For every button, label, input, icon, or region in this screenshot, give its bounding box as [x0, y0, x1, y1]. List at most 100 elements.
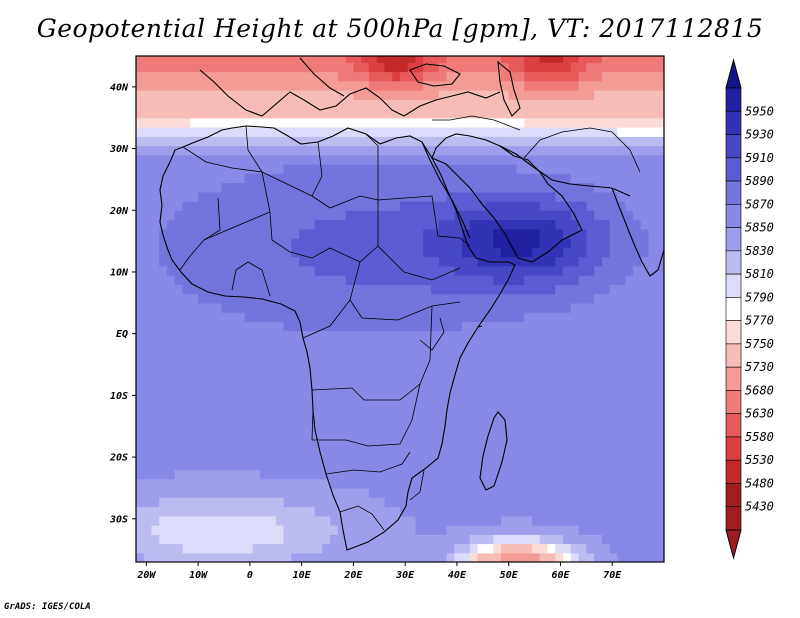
field-cell	[337, 219, 347, 230]
field-cell	[314, 515, 323, 526]
field-cell	[469, 488, 479, 498]
field-cell	[198, 423, 207, 434]
field-cell	[625, 154, 634, 165]
field-cell	[252, 469, 261, 480]
field-cell	[431, 488, 440, 498]
field-cell	[539, 89, 549, 100]
field-cell	[524, 108, 533, 119]
field-cell	[462, 506, 471, 517]
field-cell	[477, 127, 486, 137]
field-cell	[368, 441, 378, 452]
field-cell	[167, 71, 176, 82]
field-cell	[570, 423, 580, 434]
field-cell	[345, 506, 354, 517]
field-cell	[563, 321, 572, 332]
field-cell	[648, 358, 657, 369]
field-cell	[345, 330, 354, 341]
field-cell	[563, 515, 572, 526]
field-cell	[368, 201, 378, 211]
field-cell	[438, 99, 448, 110]
field-cell	[275, 201, 285, 211]
field-cell	[392, 145, 401, 156]
field-cell	[376, 247, 386, 258]
field-cell	[485, 423, 494, 434]
field-cell	[617, 404, 626, 415]
field-cell	[532, 460, 541, 471]
field-cell	[632, 71, 642, 82]
field-cell	[167, 275, 176, 285]
country-borders	[179, 115, 641, 531]
field-cell	[236, 349, 246, 359]
colorbar-label: 5930	[745, 128, 774, 142]
field-cell	[648, 413, 657, 424]
field-cell	[532, 191, 541, 202]
field-cell	[345, 349, 354, 359]
field-cell	[174, 339, 184, 350]
field-cell	[407, 506, 417, 517]
field-cell	[570, 552, 580, 562]
field-cell	[361, 164, 370, 174]
field-cell	[617, 228, 626, 239]
field-cell	[392, 219, 401, 230]
field-cell	[516, 469, 525, 480]
field-cell	[384, 182, 393, 193]
field-cell	[640, 349, 650, 359]
field-cell	[392, 460, 401, 471]
field-cell	[578, 469, 587, 480]
field-cell	[415, 71, 424, 82]
field-cell	[353, 423, 362, 434]
field-cell	[400, 395, 409, 406]
field-cell	[143, 62, 153, 73]
field-cell	[167, 441, 176, 452]
field-cell	[353, 460, 362, 471]
field-cell	[423, 413, 432, 424]
field-cell	[143, 386, 153, 396]
field-cell	[291, 488, 300, 498]
field-cell	[609, 56, 618, 63]
field-cell	[617, 284, 626, 295]
field-cell	[547, 339, 556, 350]
field-cell	[260, 404, 269, 415]
field-cell	[400, 191, 409, 202]
field-cell	[244, 552, 254, 562]
field-cell	[617, 293, 626, 304]
field-cell	[384, 71, 393, 82]
field-cell	[656, 358, 664, 369]
field-cell	[376, 219, 386, 230]
field-cell	[578, 488, 587, 498]
field-cell	[182, 173, 191, 184]
field-cell	[361, 191, 370, 202]
field-cell	[353, 349, 362, 359]
field-cell	[462, 423, 471, 434]
field-cell	[431, 413, 440, 424]
field-cell	[555, 321, 564, 332]
field-cell	[167, 321, 176, 332]
field-cell	[625, 56, 634, 63]
field-cell	[299, 256, 308, 267]
field-cell	[268, 275, 277, 285]
field-cell	[500, 302, 510, 313]
field-cell	[291, 339, 300, 350]
field-cell	[368, 191, 378, 202]
field-cell	[260, 191, 269, 202]
field-cell	[182, 386, 191, 396]
field-cell	[260, 460, 269, 471]
field-cell	[431, 275, 440, 285]
field-cell	[283, 525, 292, 535]
field-cell	[221, 238, 230, 248]
field-cell	[368, 404, 378, 415]
field-cell	[392, 56, 401, 63]
field-cell	[236, 247, 246, 258]
field-cell	[407, 210, 417, 221]
y-tick-label: 20S	[109, 453, 128, 464]
field-cell	[594, 127, 603, 137]
field-cell	[586, 62, 595, 73]
field-cell	[353, 478, 362, 489]
field-cell	[640, 386, 650, 396]
field-cell	[291, 525, 300, 535]
field-cell	[330, 210, 339, 221]
field-cell	[438, 339, 448, 350]
field-cell	[469, 89, 479, 100]
field-cell	[221, 228, 230, 239]
field-cell	[236, 182, 246, 193]
